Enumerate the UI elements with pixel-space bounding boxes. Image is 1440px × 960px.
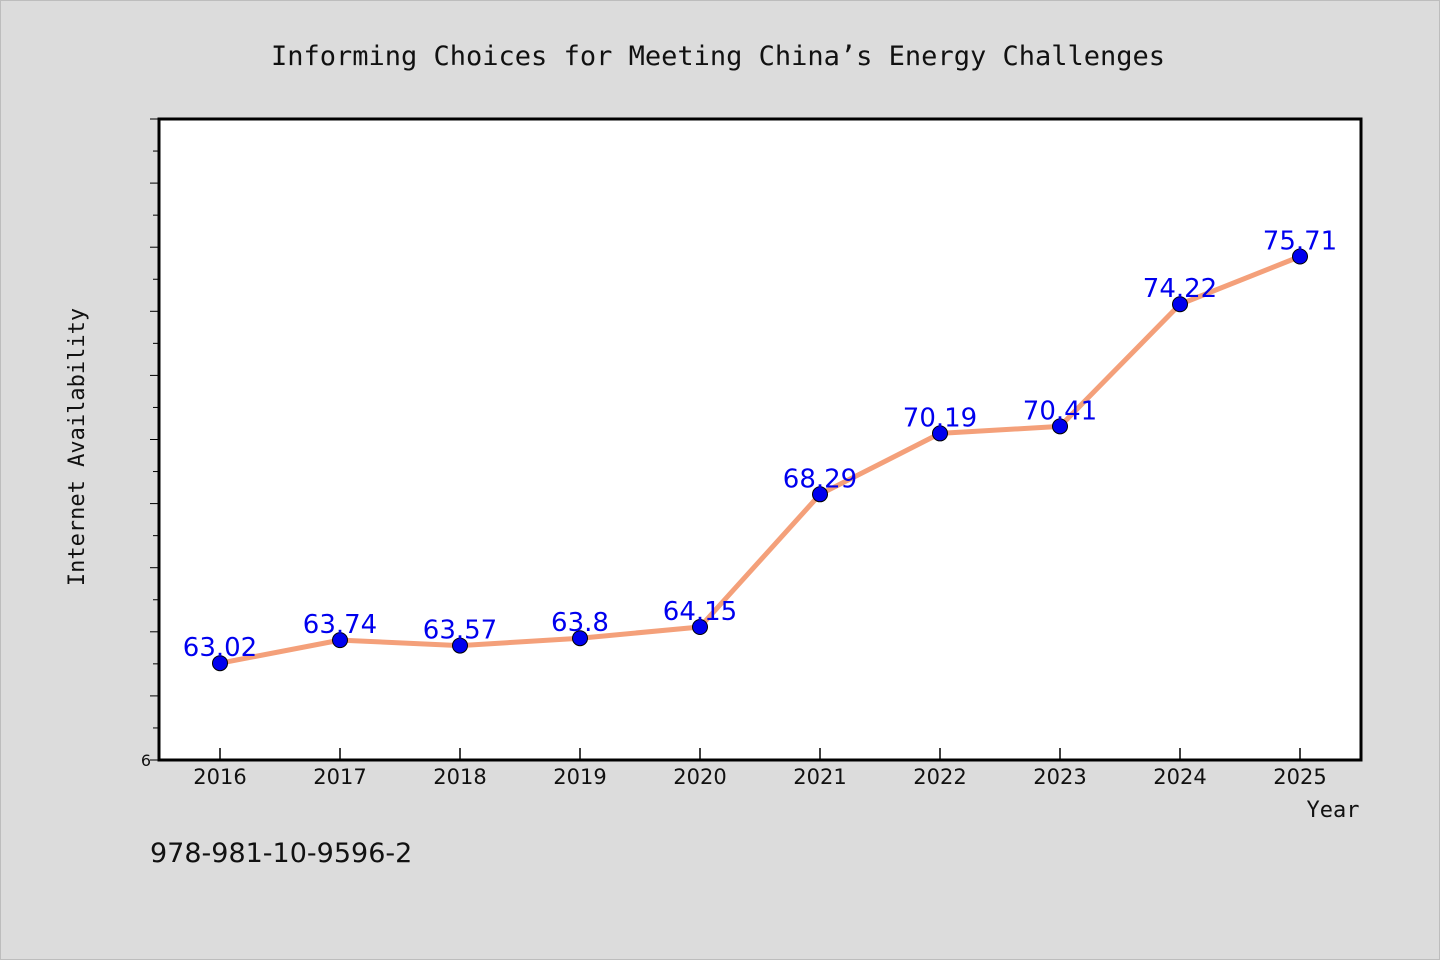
isbn-footer: 978-981-10-9596-2: [150, 838, 412, 869]
x-tick-label: 2024: [1153, 765, 1206, 789]
data-markers: [212, 248, 1308, 672]
data-point: [932, 425, 948, 442]
plot-area: [157, 117, 1363, 762]
data-label: 70.41: [1023, 396, 1097, 426]
data-label: 75.71: [1263, 226, 1337, 256]
data-point: [1052, 418, 1068, 435]
y-axis-ticks: [150, 118, 159, 761]
x-tick-label: 2016: [193, 765, 246, 789]
data-label: 68.29: [783, 464, 857, 494]
series-line: [217, 253, 1303, 666]
data-point: [692, 618, 708, 635]
data-label: 63.57: [423, 616, 497, 646]
data-label: 63.02: [183, 633, 257, 663]
x-tick-label: 2020: [673, 765, 726, 789]
x-tick-label: 2023: [1033, 765, 1086, 789]
series-polyline: [217, 253, 1303, 666]
data-labels: 63.02 63.74 63.57 63.8 64.15 68.29 70.19 70.41 7…: [183, 226, 1337, 663]
x-tick-label: 2025: [1273, 765, 1326, 789]
data-label: 63.8: [551, 608, 609, 638]
data-point: [1172, 296, 1188, 313]
y-tick-label: 6: [141, 751, 151, 770]
chart-title: Informing Choices for Meeting China’s En…: [271, 41, 1165, 72]
x-axis-label: Year: [1307, 798, 1360, 823]
data-label: 64.15: [663, 597, 737, 627]
x-tick-label: 2022: [913, 765, 966, 789]
x-tick-label: 2021: [793, 765, 846, 789]
data-point: [452, 637, 468, 654]
data-point: [1292, 248, 1308, 265]
data-label: 63.74: [303, 610, 377, 640]
x-axis-ticks: 2016 2017 2018 2019 2020 2021 2022 2023 2024 2025: [193, 748, 1327, 789]
x-tick-label: 2017: [313, 765, 366, 789]
data-point: [812, 486, 828, 503]
x-tick-label: 2019: [553, 765, 606, 789]
data-point: [572, 630, 588, 647]
x-tick-label: 2018: [433, 765, 486, 789]
data-label: 70.19: [903, 403, 977, 433]
y-axis-label: Internet Availability: [65, 308, 90, 586]
data-point: [212, 655, 228, 672]
data-label: 74.22: [1143, 274, 1217, 304]
data-point: [332, 632, 348, 649]
